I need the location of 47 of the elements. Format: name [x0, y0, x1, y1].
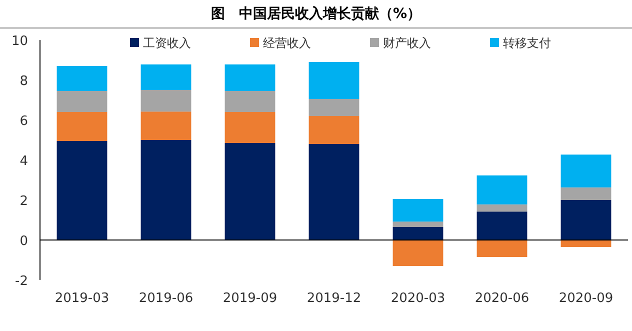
bar — [308, 116, 360, 144]
bar — [392, 240, 444, 266]
x-tick-label: 2019-03 — [54, 291, 110, 306]
x-tick-label: 2020-03 — [390, 291, 446, 306]
bar — [140, 112, 192, 140]
bar — [560, 240, 612, 247]
bar — [56, 66, 108, 91]
bar — [56, 141, 108, 240]
bar — [140, 140, 192, 240]
x-tick-label: 2019-12 — [306, 291, 362, 306]
x-tick-label: 2019-09 — [222, 291, 278, 306]
y-tick-label: 10 — [11, 34, 28, 49]
bar — [476, 204, 528, 212]
bar — [308, 144, 360, 240]
chart-title: 图 中国居民收入增长贡献（%） — [210, 6, 422, 22]
x-tick-label: 2020-09 — [558, 291, 614, 306]
bar — [224, 143, 276, 240]
bar — [308, 99, 360, 116]
legend-label: 工资收入 — [143, 36, 191, 50]
y-tick-label: 6 — [20, 114, 28, 129]
bar — [140, 90, 192, 112]
bar — [224, 91, 276, 112]
bar — [560, 200, 612, 240]
bar — [140, 64, 192, 90]
x-tick-label: 2020-06 — [474, 291, 530, 306]
bar — [224, 64, 276, 91]
y-tick-label: 4 — [20, 154, 28, 169]
y-tick-label: 2 — [20, 194, 28, 209]
y-tick-label: 8 — [20, 74, 28, 89]
legend-label: 经营收入 — [263, 36, 311, 50]
x-tick-label: 2019-06 — [138, 291, 194, 306]
bar — [392, 199, 444, 222]
bar — [476, 175, 528, 204]
bar — [560, 154, 612, 188]
y-tick-label: -2 — [15, 274, 28, 289]
legend-label: 转移支付 — [503, 36, 551, 50]
bar — [224, 112, 276, 143]
y-tick-label: 0 — [20, 234, 28, 249]
bar — [392, 227, 444, 240]
bar — [308, 62, 360, 99]
bar — [56, 91, 108, 112]
legend-label: 财产收入 — [383, 36, 431, 50]
bar — [476, 240, 528, 257]
bar — [476, 212, 528, 240]
bar — [560, 187, 612, 200]
bar — [392, 222, 444, 227]
bar — [56, 112, 108, 141]
